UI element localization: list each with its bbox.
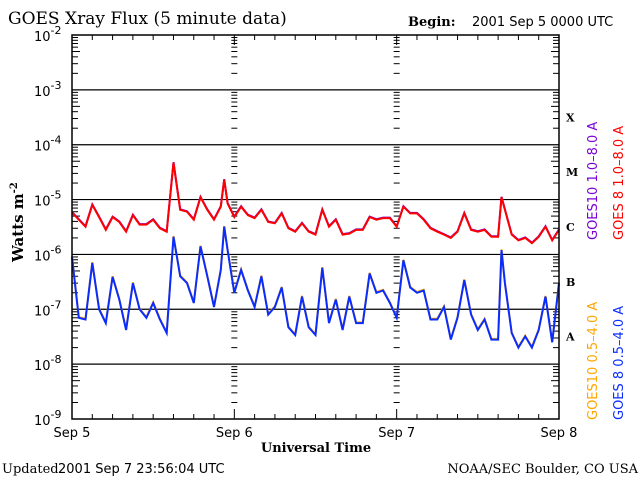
- x-tick-label: Sep 6: [216, 426, 253, 441]
- y-tick-label: 10-5: [34, 189, 62, 210]
- flare-class-b: B: [566, 276, 575, 289]
- legend-entry: GOES 8 1.0–8.0 A: [612, 126, 627, 240]
- updated-value: 2001 Sep 7 23:56:04 UTC: [58, 462, 225, 477]
- y-tick-label: 10-8: [34, 353, 62, 374]
- y-tick-label: 10-4: [34, 134, 62, 155]
- x-tick-label: Sep 5: [54, 426, 91, 441]
- x-tick-labels: Sep 5 Sep 6 Sep 7 Sep 8: [54, 426, 578, 441]
- y-tick-label: 10-7: [34, 298, 62, 319]
- legend-entry: GOES10 0.5–4.0 A: [586, 302, 601, 420]
- begin-value: 2001 Sep 5 0000 UTC: [472, 15, 613, 30]
- y-tick-label: 10-2: [34, 24, 62, 45]
- begin-label: Begin:: [408, 15, 456, 30]
- y-tick-label: 10-6: [34, 243, 62, 264]
- axis-ticks: [71, 35, 560, 419]
- plot-frame: [71, 34, 560, 420]
- x-tick-label: Sep 7: [378, 426, 415, 441]
- series-line-goes-8-0-5-4-0-a: [71, 226, 560, 350]
- x-tick-label: Sep 8: [541, 426, 578, 441]
- updated-label: Updated: [2, 462, 59, 477]
- legend-entry: GOES 8 0.5–4.0 A: [612, 306, 627, 420]
- grid: [72, 89, 559, 365]
- flare-class-c: C: [566, 221, 575, 234]
- flare-class-m: M: [566, 166, 578, 179]
- flare-class-x: X: [566, 111, 575, 124]
- legend: GOES10 1.0–8.0 A GOES 8 1.0–8.0 A GOES10 0…: [586, 122, 627, 420]
- chart-title: GOES Xray Flux (5 minute data): [8, 9, 287, 29]
- y-axis-label: Watts m-2: [9, 182, 27, 263]
- credit: NOAA/SEC Boulder, CO USA: [447, 462, 638, 477]
- x-axis-label: Universal Time: [261, 441, 371, 456]
- series-lines: [71, 162, 560, 350]
- legend-entry: GOES10 1.0–8.0 A: [586, 122, 601, 240]
- series-line-goes-8-1-0-8-0-a: [71, 162, 560, 245]
- y-tick-label: 10-9: [34, 408, 62, 429]
- y-tick-labels: 10-2 10-3 10-4 10-5 10-6 10-7 10-8 10-9: [34, 24, 62, 429]
- y-tick-label: 10-3: [34, 79, 62, 100]
- flare-class-a: A: [565, 331, 575, 344]
- flare-class-labels: X M C B A: [565, 111, 578, 343]
